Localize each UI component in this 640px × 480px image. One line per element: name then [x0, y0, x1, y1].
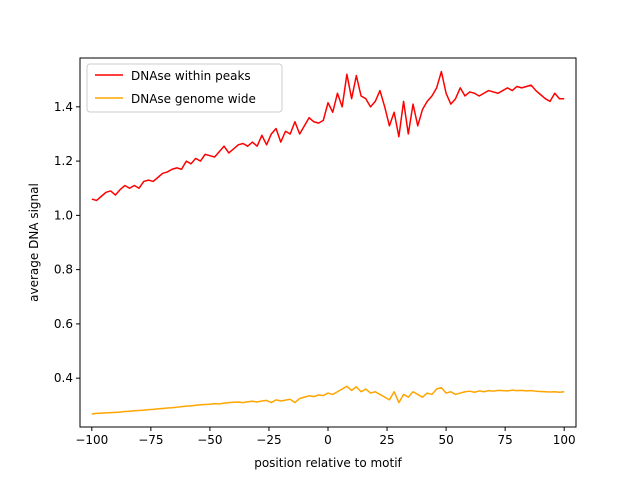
legend: DNAse within peaks DNAse genome wide — [86, 63, 283, 113]
x-tick-label: −25 — [256, 433, 281, 447]
x-tick-label: 100 — [553, 433, 576, 447]
x-tick-label: −100 — [75, 433, 108, 447]
series-line-dnase-within-peaks — [91, 70, 565, 202]
y-axis-ticks: 0.4 0.6 0.8 1.0 1.2 1.4 — [54, 100, 80, 385]
y-tick-label: 1.4 — [54, 100, 73, 114]
y-axis-label: average DNA signal — [27, 183, 41, 302]
x-tick-label: −50 — [197, 433, 222, 447]
legend-label-dnase-genome-wide: DNAse genome wide — [131, 92, 256, 106]
y-tick-label: 0.4 — [54, 371, 73, 385]
series-line-dnase-genome-wide — [91, 385, 565, 415]
x-axis-ticks: −100 −75 −50 −25 0 25 50 75 100 — [75, 427, 576, 447]
y-tick-label: 1.0 — [54, 208, 73, 222]
x-tick-label: 50 — [438, 433, 453, 447]
series-layer — [91, 70, 565, 415]
y-tick-label: 1.2 — [54, 154, 73, 168]
x-tick-label: 75 — [498, 433, 513, 447]
x-tick-label: −75 — [138, 433, 163, 447]
x-axis-label: position relative to motif — [254, 456, 402, 470]
legend-label-dnase-within-peaks: DNAse within peaks — [131, 69, 251, 83]
x-tick-label: 25 — [379, 433, 394, 447]
x-tick-label: 0 — [324, 433, 332, 447]
legend-box — [86, 63, 283, 113]
y-tick-label: 0.6 — [54, 317, 73, 331]
y-tick-label: 0.8 — [54, 263, 73, 277]
